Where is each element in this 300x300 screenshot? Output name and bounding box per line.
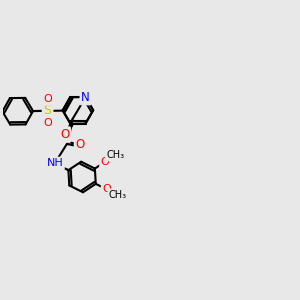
- Text: CH₃: CH₃: [106, 150, 124, 160]
- Text: S: S: [44, 104, 52, 117]
- Text: O: O: [103, 184, 111, 194]
- Text: NH: NH: [46, 158, 63, 168]
- Text: O: O: [43, 94, 52, 104]
- Text: CH₃: CH₃: [109, 190, 127, 200]
- Text: O: O: [60, 128, 69, 141]
- Text: O: O: [76, 138, 85, 151]
- Text: O: O: [101, 157, 110, 167]
- Text: N: N: [81, 91, 90, 103]
- Text: O: O: [44, 118, 52, 128]
